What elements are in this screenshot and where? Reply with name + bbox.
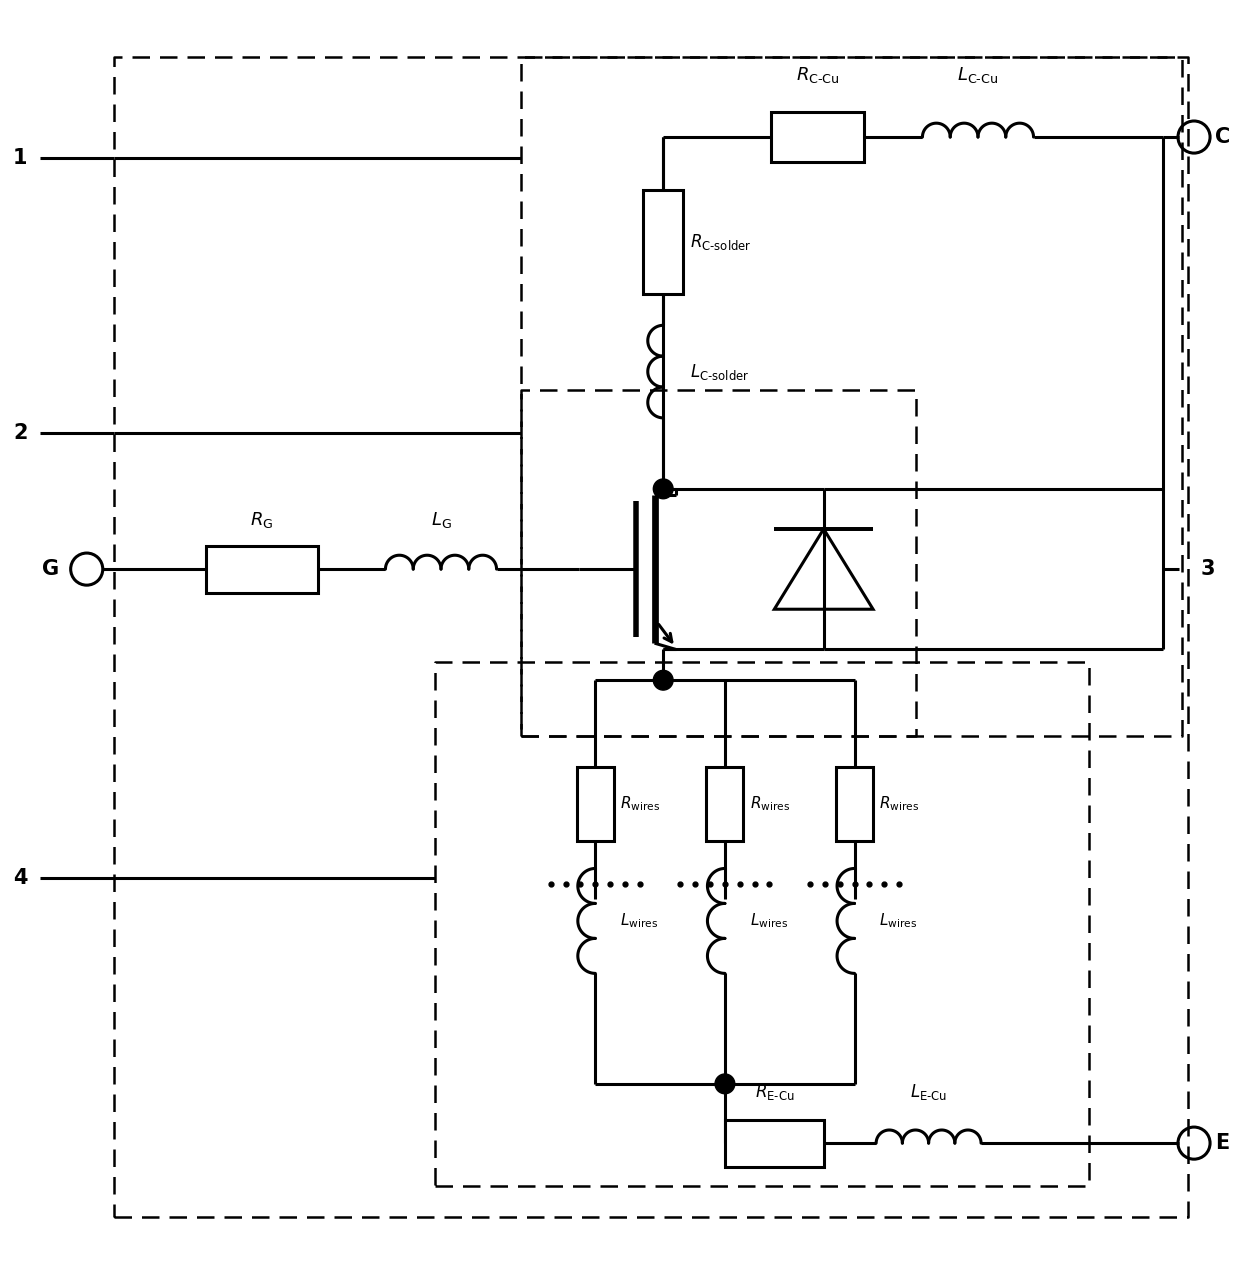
Text: 1: 1 [12, 148, 27, 168]
Bar [207, 545, 317, 592]
Bar [577, 767, 614, 841]
Text: $R_\mathrm{C\text{-}Cu}$: $R_\mathrm{C\text{-}Cu}$ [796, 65, 839, 85]
Bar [771, 112, 864, 162]
Circle shape [715, 1074, 735, 1094]
Text: $L_\mathrm{C\text{-}Cu}$: $L_\mathrm{C\text{-}Cu}$ [957, 65, 998, 85]
Bar [836, 767, 873, 841]
Text: $L_\mathrm{G}$: $L_\mathrm{G}$ [430, 510, 451, 530]
Text: 3: 3 [1200, 559, 1215, 580]
Text: $R_\mathrm{G}$: $R_\mathrm{G}$ [250, 510, 274, 530]
Text: $R_\mathrm{E\text{-}Cu}$: $R_\mathrm{E\text{-}Cu}$ [754, 1083, 794, 1102]
Text: $L_\mathrm{E\text{-}Cu}$: $L_\mathrm{E\text{-}Cu}$ [910, 1083, 947, 1102]
Text: G: G [42, 559, 60, 580]
Text: $R_\mathrm{C\text{-}solder}$: $R_\mathrm{C\text{-}solder}$ [691, 232, 751, 252]
Text: 4: 4 [12, 868, 27, 888]
Text: $L_\mathrm{wires}$: $L_\mathrm{wires}$ [879, 912, 918, 930]
Text: $R_\mathrm{wires}$: $R_\mathrm{wires}$ [750, 794, 790, 813]
Bar [725, 1120, 823, 1167]
Text: $R_\mathrm{wires}$: $R_\mathrm{wires}$ [879, 794, 920, 813]
Text: $R_\mathrm{wires}$: $R_\mathrm{wires}$ [620, 794, 660, 813]
Text: 2: 2 [12, 423, 27, 443]
Bar [644, 190, 683, 294]
Text: $L_\mathrm{wires}$: $L_\mathrm{wires}$ [620, 912, 658, 930]
Circle shape [653, 479, 673, 498]
Text: $L_\mathrm{wires}$: $L_\mathrm{wires}$ [750, 912, 787, 930]
Text: C: C [1215, 127, 1230, 147]
Circle shape [653, 670, 673, 691]
Bar [707, 767, 744, 841]
Text: E: E [1215, 1133, 1229, 1153]
Text: $L_\mathrm{C\text{-}solder}$: $L_\mathrm{C\text{-}solder}$ [691, 362, 750, 382]
